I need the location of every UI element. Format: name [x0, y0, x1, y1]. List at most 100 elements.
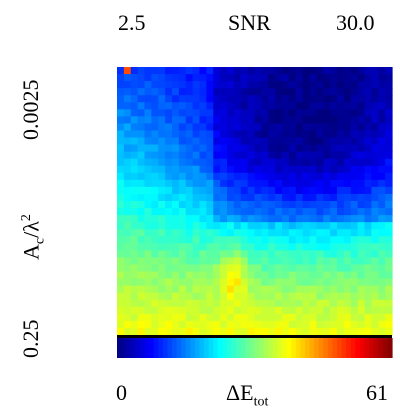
heatmap-cell	[199, 278, 207, 287]
heatmap-cell	[123, 102, 132, 110]
heatmap-cell	[343, 306, 352, 315]
heatmap-cell	[364, 208, 372, 216]
heatmap-cell	[343, 292, 352, 301]
heatmap-cell	[123, 222, 132, 230]
heatmap-cell	[240, 236, 249, 244]
heatmap-cell	[254, 250, 262, 259]
heatmap-cell	[316, 327, 324, 336]
heatmap-cell	[178, 116, 187, 125]
heatmap-cell	[240, 250, 249, 259]
heatmap-cell	[158, 130, 166, 139]
heatmap-cell	[117, 102, 125, 110]
heatmap-cell	[337, 123, 345, 132]
heatmap-cell	[137, 229, 146, 237]
heatmap-cell	[295, 102, 304, 110]
heatmap-cell	[165, 158, 173, 167]
heatmap-cell	[178, 95, 187, 103]
heatmap-cell	[330, 193, 338, 202]
heatmap-cell	[151, 74, 159, 82]
heatmap-cell	[330, 130, 338, 139]
heatmap-cell	[178, 179, 187, 188]
heatmap-cell	[330, 102, 338, 110]
heatmap-cell	[123, 313, 132, 322]
heatmap-cell	[268, 306, 276, 315]
heatmap-cell	[240, 179, 249, 188]
heatmap-cell	[137, 285, 146, 294]
heatmap-cell	[364, 88, 372, 96]
heatmap-cell	[123, 271, 132, 280]
heatmap-cell	[364, 165, 372, 174]
heatmap-cell	[178, 158, 187, 167]
heatmap-cell	[151, 271, 159, 280]
heatmap-cell	[364, 172, 372, 181]
heatmap-cell	[385, 109, 393, 117]
heatmap-cell	[385, 250, 393, 259]
heatmap-cell	[144, 179, 152, 188]
heatmap-cell	[295, 208, 304, 216]
heatmap-cell	[343, 165, 352, 174]
heatmap-cell	[130, 109, 139, 117]
heatmap-cell	[350, 172, 359, 181]
heatmap-cell	[151, 292, 159, 301]
heatmap-cell	[323, 88, 331, 96]
heatmap-cell	[261, 292, 269, 301]
heatmap-cell	[165, 172, 173, 181]
heatmap-cell	[151, 186, 159, 195]
heatmap-cell	[165, 257, 173, 266]
heatmap-cell	[385, 236, 393, 244]
heatmap-cell	[117, 278, 125, 287]
heatmap-cell	[220, 222, 228, 230]
heatmap-cell	[165, 201, 173, 209]
heatmap-cell	[117, 292, 125, 301]
heatmap-cell	[220, 285, 228, 294]
heatmap-cell	[350, 137, 359, 146]
heatmap-cell	[288, 102, 297, 110]
heatmap-cell	[316, 123, 324, 132]
heatmap-cell	[357, 208, 366, 216]
colorbar-swatch	[350, 338, 356, 358]
x-max-label: 30.0	[336, 10, 375, 35]
heatmap-cell	[151, 193, 159, 202]
heatmap-cell	[233, 208, 242, 216]
heatmap-cell	[165, 292, 173, 301]
heatmap-cell	[316, 222, 324, 230]
heatmap-cell	[261, 144, 269, 153]
heatmap-cell	[378, 243, 386, 251]
heatmap-cell	[220, 208, 228, 216]
heatmap-cell	[364, 292, 372, 301]
heatmap-cell	[295, 264, 304, 273]
heatmap-cell	[357, 257, 366, 266]
heatmap-cell	[309, 292, 317, 301]
heatmap-cell	[199, 193, 207, 202]
colorbar-swatch	[346, 338, 352, 358]
heatmap-cell	[192, 144, 201, 153]
heatmap-cell	[213, 74, 221, 82]
heatmap-cell	[144, 74, 152, 82]
heatmap-cell	[185, 109, 194, 117]
heatmap-cell	[220, 88, 228, 96]
heatmap-cell	[350, 271, 359, 280]
heatmap-cell	[151, 327, 159, 336]
heatmap-cell	[330, 215, 338, 223]
heatmap-cell	[165, 123, 173, 132]
heatmap-cell	[254, 172, 262, 181]
heatmap-cell	[199, 74, 207, 82]
heatmap-cell	[227, 67, 235, 75]
heatmap-cell	[295, 158, 304, 167]
heatmap-cell	[357, 95, 366, 103]
heatmap-cell	[158, 186, 166, 195]
colorbar	[117, 338, 393, 358]
heatmap-cell	[151, 236, 159, 244]
heatmap-cell	[316, 271, 324, 280]
heatmap-cell	[288, 137, 297, 146]
heatmap-cell	[268, 264, 276, 273]
heatmap-cell	[357, 172, 366, 181]
heatmap-cell	[268, 151, 276, 160]
heatmap-cell	[309, 123, 317, 132]
heatmap-cell	[282, 137, 290, 146]
heatmap-cell	[385, 285, 393, 294]
heatmap-cell	[117, 95, 125, 103]
heatmap-cell	[240, 278, 249, 287]
heatmap-cell	[343, 116, 352, 125]
heatmap-cell	[350, 320, 359, 329]
